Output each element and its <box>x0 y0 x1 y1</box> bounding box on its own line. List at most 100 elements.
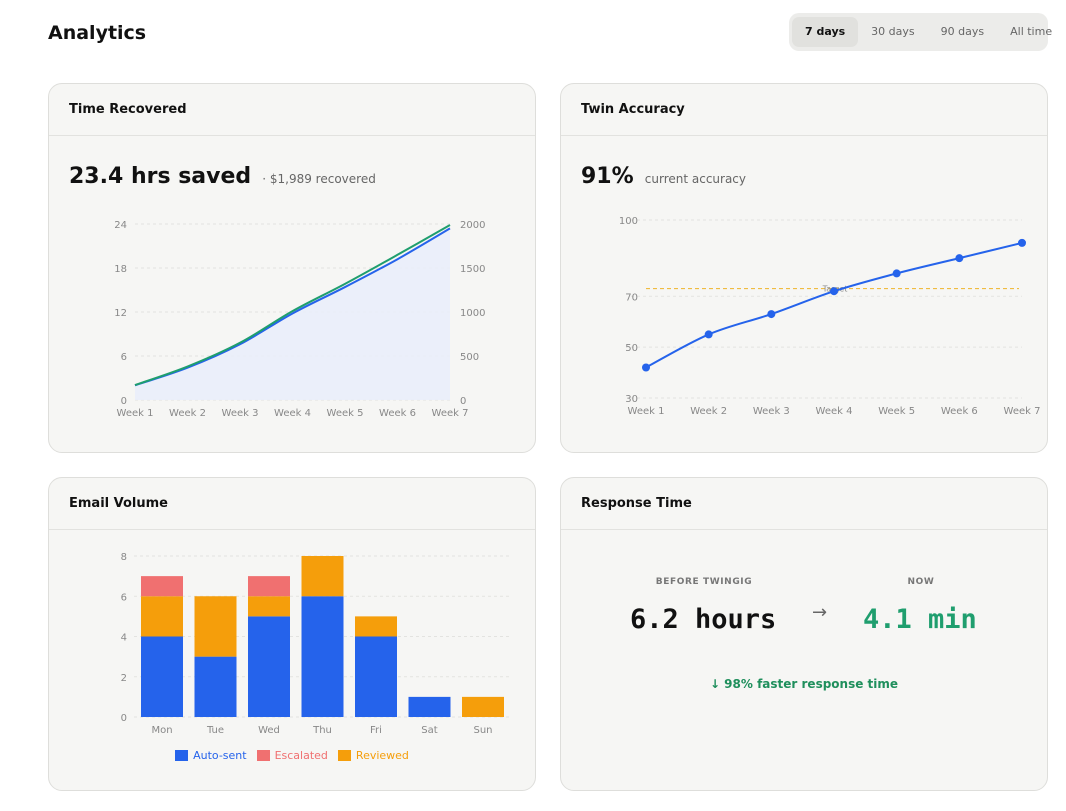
card-title: Time Recovered <box>69 102 187 117</box>
card-header: Response Time <box>561 478 1047 530</box>
x-tick-label: Week 7 <box>432 408 469 419</box>
legend-label: Escalated <box>274 749 328 762</box>
bar-reviewed <box>141 596 183 637</box>
accuracy-metric: 91% current accuracy <box>581 164 746 189</box>
hours-series-line <box>134 227 451 387</box>
time-recovered-chart: 0 6 12 18 24 0 500 1000 1500 2000 Week 1 Week 2 Week… <box>114 220 485 419</box>
twin-accuracy-chart: 30 50 70 100 Week 1 Week 2 Week 3 Week 4 Week 5 W… <box>619 216 1041 417</box>
bar-auto-sent <box>301 596 344 717</box>
dollars-series-line <box>134 224 451 386</box>
tab-90-days[interactable]: 90 days <box>940 25 985 38</box>
money-recovered-value: · $1,989 recovered <box>262 172 376 186</box>
hours-saved-value: 23.4 hrs saved <box>69 164 252 189</box>
page-title: Analytics <box>48 22 147 44</box>
accuracy-point <box>704 330 713 339</box>
x-tick-label: Week 1 <box>117 408 154 419</box>
y-tick-label: 30 <box>625 394 638 405</box>
card-title: Email Volume <box>69 496 168 511</box>
y-tick-label-left: 18 <box>114 264 127 275</box>
x-tick-label: Week 5 <box>327 408 364 419</box>
y-tick-label-left: 24 <box>114 220 127 231</box>
x-tick-label: Fri <box>370 725 382 736</box>
y-tick-label-left: 6 <box>121 352 127 363</box>
date-range-selector: 7 days 30 days 90 days All time <box>789 13 1052 51</box>
time-recovered-metric: 23.4 hrs saved · $1,989 recovered <box>69 164 376 189</box>
x-tick-label: Sun <box>473 725 492 736</box>
x-tick-label: Tue <box>206 725 224 736</box>
accuracy-value: 91% <box>581 164 634 189</box>
y-tick-label: 50 <box>625 343 638 354</box>
before-value: 6.2 hours <box>630 604 777 635</box>
x-tick-label: Wed <box>258 725 280 736</box>
response-time-card: Response Time BEFORE TWINGIG NOW 6.2 hou… <box>560 477 1048 791</box>
card-title: Twin Accuracy <box>581 102 685 117</box>
bar-escalated <box>248 576 290 597</box>
tab-30-days[interactable]: 30 days <box>871 25 915 38</box>
y-tick-label-right: 500 <box>460 352 479 363</box>
x-tick-label: Week 4 <box>816 406 853 417</box>
y-tick-label-right: 1500 <box>460 264 485 275</box>
y-tick-label: 8 <box>121 552 127 563</box>
bar-escalated <box>141 576 183 597</box>
legend-swatch <box>256 750 270 761</box>
bar-auto-sent <box>194 656 237 717</box>
x-tick-label: Week 7 <box>1004 406 1041 417</box>
improvement-note: ↓ 98% faster response time <box>709 677 899 691</box>
bar-reviewed <box>248 596 290 617</box>
x-tick-label: Week 3 <box>222 408 259 419</box>
twin-accuracy-card: Twin Accuracy 91% current accuracy 30 50 7… <box>560 83 1048 453</box>
y-tick-label-left: 0 <box>121 396 127 407</box>
email-volume-chart: 0 2 4 6 8 Mon Tue Wed Thu Fri Sat Sun <box>121 552 510 736</box>
card-header: Time Recovered <box>49 84 535 136</box>
y-tick-label: 4 <box>121 633 127 644</box>
card-header: Twin Accuracy <box>561 84 1047 136</box>
legend-item-escalated[interactable]: Escalated <box>256 749 328 762</box>
legend-swatch <box>337 750 351 761</box>
arrow-icon: → <box>812 602 828 623</box>
accuracy-point <box>642 363 650 372</box>
email-volume-legend: Auto-sent Escalated Reviewed <box>49 749 535 762</box>
x-tick-label: Week 3 <box>753 406 790 417</box>
y-tick-label: 6 <box>121 592 127 603</box>
bar-reviewed <box>462 696 504 717</box>
legend-item-auto-sent[interactable]: Auto-sent <box>175 749 247 762</box>
accuracy-point <box>892 269 901 278</box>
accuracy-label: current accuracy <box>644 172 747 186</box>
y-tick-label: 0 <box>121 713 127 724</box>
y-tick-label-right: 0 <box>460 396 466 407</box>
tab-7-days[interactable]: 7 days <box>792 17 859 47</box>
accuracy-point <box>767 310 776 319</box>
bar-reviewed <box>194 596 237 657</box>
bar-reviewed <box>355 616 397 637</box>
x-tick-label: Thu <box>312 725 332 736</box>
card-header: Email Volume <box>49 478 535 530</box>
tab-all-time[interactable]: All time <box>1010 25 1053 38</box>
now-value: 4.1 min <box>863 604 977 635</box>
legend-item-reviewed[interactable]: Reviewed <box>337 749 409 762</box>
y-tick-label: 70 <box>625 292 638 303</box>
bar-auto-sent <box>141 636 183 717</box>
x-tick-label: Week 6 <box>379 408 416 419</box>
accuracy-series-line <box>645 241 1023 369</box>
accuracy-point <box>830 287 838 296</box>
legend-label: Auto-sent <box>193 749 247 762</box>
y-tick-label-right: 1000 <box>460 308 485 319</box>
x-tick-label: Week 5 <box>878 406 915 417</box>
x-tick-label: Week 6 <box>941 406 978 417</box>
bar-reviewed <box>301 556 344 597</box>
x-tick-label: Sat <box>421 725 437 736</box>
time-recovered-card: Time Recovered 23.4 hrs saved · $1,989 r… <box>48 83 536 453</box>
now-label: NOW <box>907 577 935 587</box>
before-label: BEFORE TWINGIG <box>655 577 753 587</box>
bar-auto-sent <box>408 696 451 717</box>
email-volume-card: Email Volume 0 2 4 6 8 Mon Tue Wed Thu Fri Sat Sun … <box>48 477 536 791</box>
legend-swatch <box>175 750 189 761</box>
card-title: Response Time <box>581 496 692 511</box>
accuracy-point <box>1018 238 1026 247</box>
y-tick-label-right: 2000 <box>460 220 485 231</box>
y-tick-label: 100 <box>619 216 638 227</box>
accuracy-point <box>955 254 964 263</box>
x-tick-label: Week 1 <box>628 406 665 417</box>
y-tick-label: 2 <box>121 673 127 684</box>
x-tick-label: Week 2 <box>690 406 727 417</box>
